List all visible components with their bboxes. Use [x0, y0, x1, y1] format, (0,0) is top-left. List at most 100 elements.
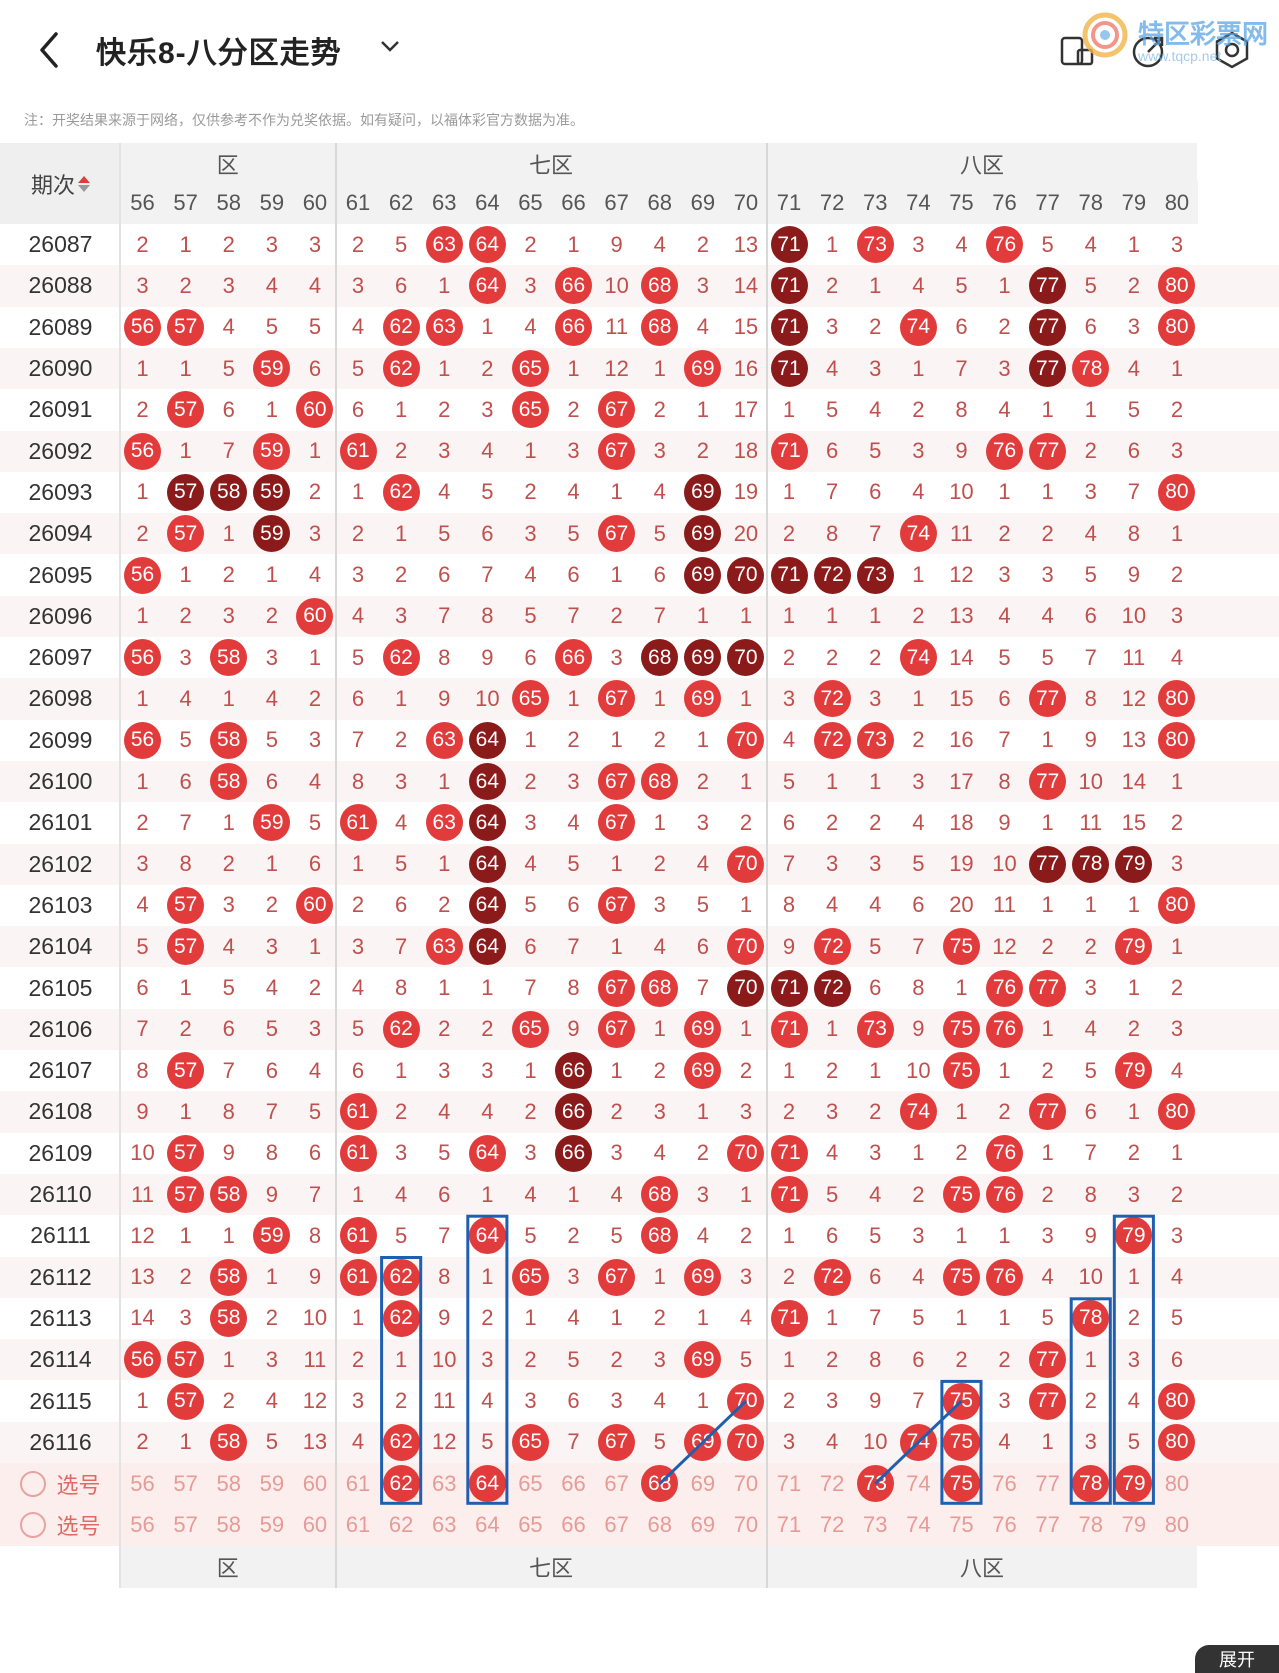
trend-cell: 2: [136, 1429, 149, 1455]
select-cell[interactable]: 75: [949, 1511, 974, 1537]
select-cell[interactable]: 72: [819, 1511, 845, 1537]
picked-number-ball[interactable]: 75: [942, 1465, 980, 1503]
trend-cell: 2: [438, 396, 451, 422]
select-cell[interactable]: 71: [776, 1470, 802, 1496]
select-cell[interactable]: 68: [647, 1511, 672, 1537]
select-label[interactable]: 选号: [0, 1463, 121, 1504]
select-cell[interactable]: 66: [561, 1470, 586, 1496]
select-cell[interactable]: 75: [940, 1463, 983, 1504]
select-cell[interactable]: 65: [518, 1511, 543, 1537]
select-label[interactable]: 选号: [0, 1504, 121, 1545]
trend-cell: 3: [308, 727, 322, 753]
select-cell[interactable]: 64: [475, 1511, 500, 1537]
select-cell[interactable]: 72: [819, 1470, 845, 1496]
device-switch-icon[interactable]: [1058, 30, 1098, 70]
select-cell[interactable]: 70: [733, 1511, 759, 1537]
select-cell[interactable]: 60: [302, 1511, 328, 1537]
drawn-number-ball: 79: [1115, 1052, 1153, 1090]
trend-cell: 67: [595, 802, 638, 843]
select-cell[interactable]: 73: [854, 1463, 897, 1504]
select-cell[interactable]: 74: [906, 1511, 931, 1537]
select-cell[interactable]: 69: [690, 1470, 716, 1496]
picked-number-ball[interactable]: 73: [856, 1465, 894, 1503]
select-cell[interactable]: 62: [380, 1463, 423, 1504]
expand-button[interactable]: 展开: [1195, 1645, 1279, 1673]
picked-number-ball[interactable]: 79: [1115, 1465, 1153, 1503]
select-cell[interactable]: 63: [431, 1511, 457, 1537]
select-cell[interactable]: 76: [992, 1511, 1017, 1537]
select-cell[interactable]: 68: [638, 1463, 681, 1504]
select-cell[interactable]: 61: [345, 1511, 371, 1537]
select-cell[interactable]: 59: [259, 1470, 285, 1496]
picked-number-ball[interactable]: 68: [641, 1465, 679, 1503]
drawn-number-ball: 77: [1029, 308, 1067, 346]
select-cell[interactable]: 56: [130, 1511, 155, 1537]
select-cell[interactable]: 58: [216, 1470, 241, 1496]
select-cell[interactable]: 60: [302, 1470, 328, 1496]
select-cell[interactable]: 58: [216, 1511, 241, 1537]
picked-number-ball[interactable]: 64: [468, 1465, 506, 1503]
trend-cell: 2: [567, 727, 580, 753]
select-cell[interactable]: 73: [862, 1511, 888, 1537]
drawn-number-ball: 58: [210, 1176, 248, 1214]
select-cell[interactable]: 79: [1121, 1511, 1147, 1537]
back-arrow-icon[interactable]: [30, 28, 70, 72]
trend-cell: 69: [681, 678, 724, 719]
select-cell[interactable]: 57: [173, 1470, 198, 1496]
select-cell[interactable]: 61: [345, 1470, 371, 1496]
drawn-number-ball: 59: [253, 432, 291, 470]
select-cell[interactable]: 64: [466, 1463, 509, 1504]
trend-cell: 12: [992, 933, 1017, 959]
trend-cell: 1: [782, 1222, 796, 1248]
trend-cell: 1: [1127, 231, 1140, 257]
zone-divider: [765, 143, 768, 1588]
select-cell[interactable]: 78: [1078, 1511, 1103, 1537]
trend-cell: 5: [481, 1429, 494, 1455]
select-cell[interactable]: 57: [173, 1511, 198, 1537]
trend-cell: 1: [1127, 1264, 1140, 1290]
sort-icon[interactable]: [78, 175, 90, 192]
issue-column-header[interactable]: 期次: [0, 143, 121, 224]
trend-cell: 2: [395, 1098, 408, 1124]
trend-cell: 1: [1127, 892, 1140, 918]
select-cell[interactable]: 80: [1164, 1511, 1190, 1537]
table-row: 26096 1 2 3 2 60 4 3 7 8 5 7 2 7 1 1 1 1 1 2 13 4 4 6 10 3: [0, 595, 1279, 637]
trend-cell: 4: [869, 396, 882, 422]
trend-cell: 2: [524, 231, 537, 257]
select-cell[interactable]: 80: [1164, 1470, 1190, 1496]
trend-cell: 70: [724, 1380, 767, 1421]
select-cell[interactable]: 62: [388, 1511, 414, 1537]
trend-cell: 10: [1078, 768, 1103, 794]
select-cell[interactable]: 67: [604, 1470, 629, 1496]
trend-cell: 4: [524, 314, 537, 340]
select-cell[interactable]: 74: [906, 1470, 931, 1496]
select-cell[interactable]: 77: [1035, 1470, 1060, 1496]
select-radio-icon[interactable]: [20, 1511, 47, 1538]
select-cell[interactable]: 77: [1035, 1511, 1060, 1537]
trend-cell: 66: [552, 1091, 595, 1132]
picked-number-ball[interactable]: 62: [382, 1465, 420, 1503]
share-icon[interactable]: [1130, 30, 1170, 70]
select-cell[interactable]: 78: [1069, 1463, 1112, 1504]
select-cell[interactable]: 69: [690, 1511, 716, 1537]
select-cell[interactable]: 76: [992, 1470, 1017, 1496]
select-cell[interactable]: 71: [776, 1511, 802, 1537]
select-cell[interactable]: 66: [561, 1511, 586, 1537]
select-cell[interactable]: 59: [259, 1511, 285, 1537]
trend-cell: 56: [121, 307, 164, 348]
select-cell[interactable]: 63: [431, 1470, 457, 1496]
trend-cell: 1: [739, 1181, 753, 1207]
trend-cell: 11: [1079, 809, 1103, 835]
trend-cell: 18: [733, 438, 759, 464]
select-radio-icon[interactable]: [20, 1470, 47, 1497]
settings-icon[interactable]: [1212, 30, 1252, 70]
chevron-down-icon[interactable]: [378, 36, 402, 56]
picked-number-ball[interactable]: 78: [1072, 1465, 1110, 1503]
select-cell[interactable]: 56: [130, 1470, 155, 1496]
drawn-number-ball: 71: [770, 1134, 808, 1172]
select-cell[interactable]: 67: [604, 1511, 629, 1537]
select-cell[interactable]: 65: [518, 1470, 543, 1496]
select-cell[interactable]: 79: [1112, 1463, 1155, 1504]
select-cell[interactable]: 70: [733, 1470, 759, 1496]
trend-cell: 1: [179, 975, 192, 1001]
